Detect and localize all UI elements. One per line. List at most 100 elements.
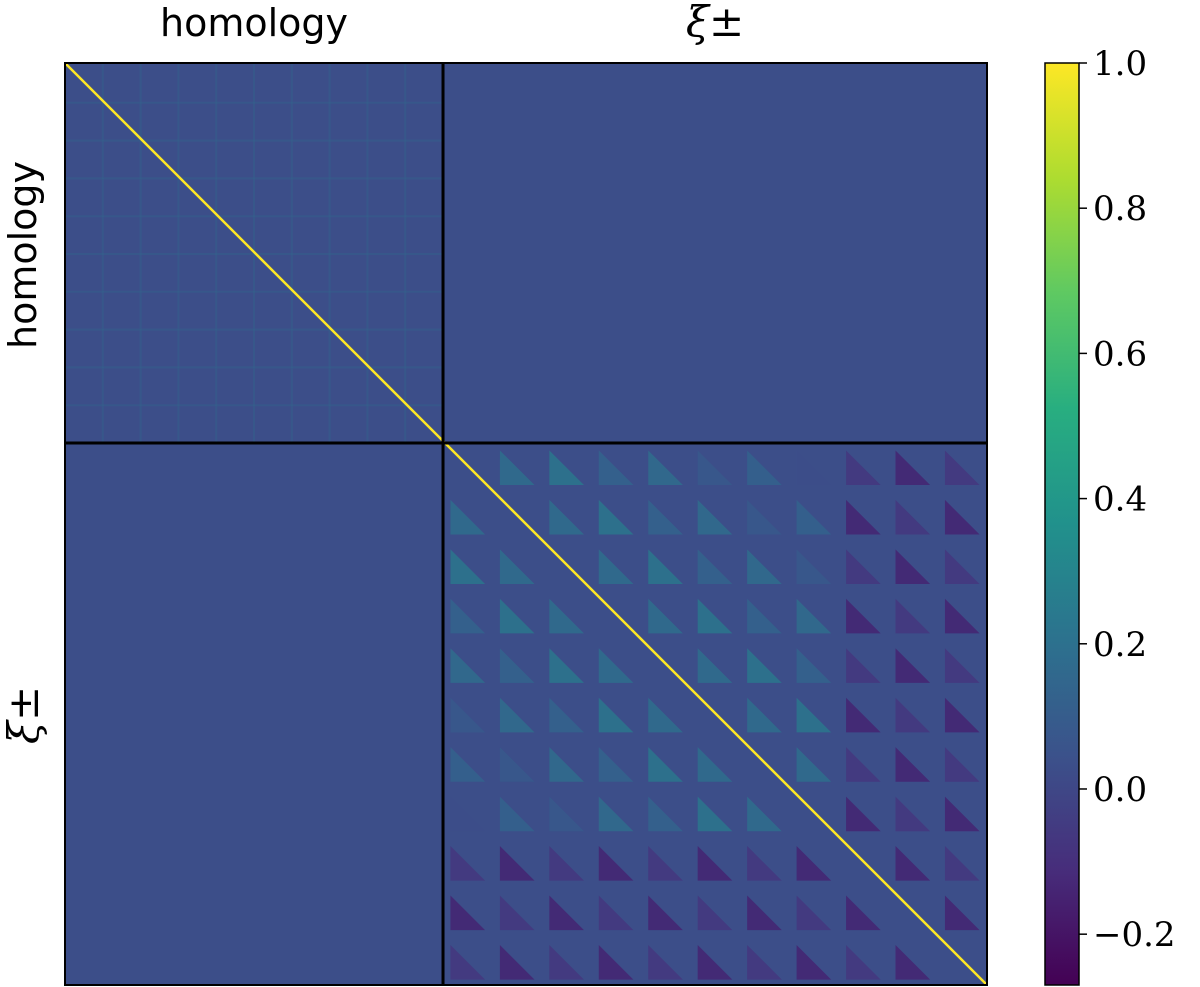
xi-subblock bbox=[450, 895, 486, 931]
colorbar-tick-label: −0.2 bbox=[1093, 915, 1176, 955]
xi-subblock bbox=[598, 944, 634, 980]
xi-subblock bbox=[846, 747, 881, 782]
xi-subblock bbox=[450, 944, 486, 980]
xi-subblock bbox=[499, 747, 535, 782]
xi-subblock bbox=[697, 598, 733, 634]
xi-subblock bbox=[499, 846, 535, 881]
xi-subblock bbox=[499, 648, 535, 683]
xi-subblock bbox=[846, 895, 881, 931]
heatmap-frame bbox=[64, 62, 988, 986]
xi-subblock bbox=[697, 450, 733, 486]
xi-subblock bbox=[895, 846, 931, 881]
xi-subblock bbox=[944, 450, 980, 486]
xi-subblock bbox=[648, 499, 683, 535]
xi-subblock bbox=[697, 499, 733, 535]
xi-subblock bbox=[697, 549, 733, 584]
xi-subblock bbox=[549, 450, 584, 486]
xi-subblock bbox=[895, 648, 931, 683]
xi-subblock bbox=[499, 895, 535, 931]
xi-subblock bbox=[648, 598, 683, 634]
xi-subblock bbox=[648, 747, 683, 782]
xi-subblock bbox=[944, 895, 980, 931]
xi-subblock bbox=[895, 796, 931, 832]
xi-subblock bbox=[895, 944, 931, 980]
xi-subblock bbox=[796, 648, 832, 683]
xi-subblock bbox=[697, 648, 733, 683]
xi-subblock bbox=[648, 697, 683, 733]
xi-subblock bbox=[747, 598, 782, 634]
xi-subblock bbox=[944, 598, 980, 634]
xi-subblock bbox=[796, 549, 832, 584]
xi-subblock bbox=[598, 846, 634, 881]
colorbar-gradient bbox=[1044, 62, 1080, 986]
xi-subblock bbox=[648, 895, 683, 931]
xi-subblock bbox=[796, 598, 832, 634]
col-label-homology: homology bbox=[160, 1, 348, 45]
colorbar-tick-label: 0.4 bbox=[1093, 480, 1147, 520]
xi-subblock bbox=[697, 944, 733, 980]
xi-subblock bbox=[450, 846, 486, 881]
xi-subblock bbox=[796, 846, 832, 881]
xi-subblock bbox=[846, 697, 881, 733]
xi-subblock bbox=[747, 450, 782, 486]
xi-subblock bbox=[450, 598, 486, 634]
xi-subblock bbox=[747, 549, 782, 584]
xi-subblock bbox=[450, 747, 486, 782]
xi-subblock bbox=[796, 499, 832, 535]
xi-subblock bbox=[450, 499, 486, 535]
xi-subblock bbox=[944, 796, 980, 832]
xi-subblock bbox=[747, 846, 782, 881]
xi-subblock bbox=[796, 747, 832, 782]
colorbar-tick-label: 1.0 bbox=[1093, 44, 1147, 84]
xi-subblock bbox=[895, 598, 931, 634]
xi-subblock bbox=[895, 549, 931, 584]
xi-subblock bbox=[499, 697, 535, 733]
xi-subblock bbox=[598, 450, 634, 486]
xi-subblock bbox=[747, 499, 782, 535]
xi-subblock bbox=[846, 450, 881, 486]
xi-subblock bbox=[648, 846, 683, 881]
xi-subblock bbox=[747, 796, 782, 832]
xi-subblock bbox=[598, 549, 634, 584]
xi-subblock bbox=[944, 549, 980, 584]
xi-subblock bbox=[499, 549, 535, 584]
xi-subblock bbox=[549, 747, 584, 782]
xi-subblock bbox=[598, 895, 634, 931]
xi-subblock bbox=[549, 648, 584, 683]
xi-subblock bbox=[549, 944, 584, 980]
xi-subblock bbox=[895, 747, 931, 782]
colorbar-tick-label: 0.2 bbox=[1093, 625, 1147, 665]
xi-subblock bbox=[846, 549, 881, 584]
xi-subblock bbox=[846, 598, 881, 634]
xi-subblock bbox=[450, 796, 486, 832]
xi-subblock bbox=[598, 796, 634, 832]
xi-subblock bbox=[648, 549, 683, 584]
xi-subblock bbox=[549, 846, 584, 881]
xi-subblock bbox=[796, 697, 832, 733]
row-label-xi: ξ± bbox=[0, 686, 48, 744]
xi-subblock bbox=[499, 796, 535, 832]
xi-subblock bbox=[796, 895, 832, 931]
colorbar-tick-label: 0.6 bbox=[1093, 334, 1147, 374]
xi-subblock bbox=[747, 895, 782, 931]
xi-subblock bbox=[796, 944, 832, 980]
xi-subblock bbox=[549, 895, 584, 931]
xi-subblock bbox=[549, 598, 584, 634]
xi-subblock bbox=[747, 697, 782, 733]
xi-subblock bbox=[796, 450, 832, 486]
xi-subblock bbox=[648, 450, 683, 486]
xi-subblock bbox=[549, 697, 584, 733]
heatmap-diagonal bbox=[64, 62, 988, 986]
xi-subblock bbox=[598, 648, 634, 683]
xi-subblock bbox=[697, 846, 733, 881]
colorbar-tick-label: 0.8 bbox=[1093, 189, 1147, 229]
xi-subblock bbox=[944, 846, 980, 881]
xi-subblock bbox=[648, 944, 683, 980]
xi-subblock bbox=[697, 895, 733, 931]
xi-subblock bbox=[846, 499, 881, 535]
col-label-xi: ξ± bbox=[686, 0, 744, 46]
xi-subblock bbox=[450, 549, 486, 584]
xi-subblock bbox=[895, 697, 931, 733]
xi-subblock bbox=[944, 747, 980, 782]
